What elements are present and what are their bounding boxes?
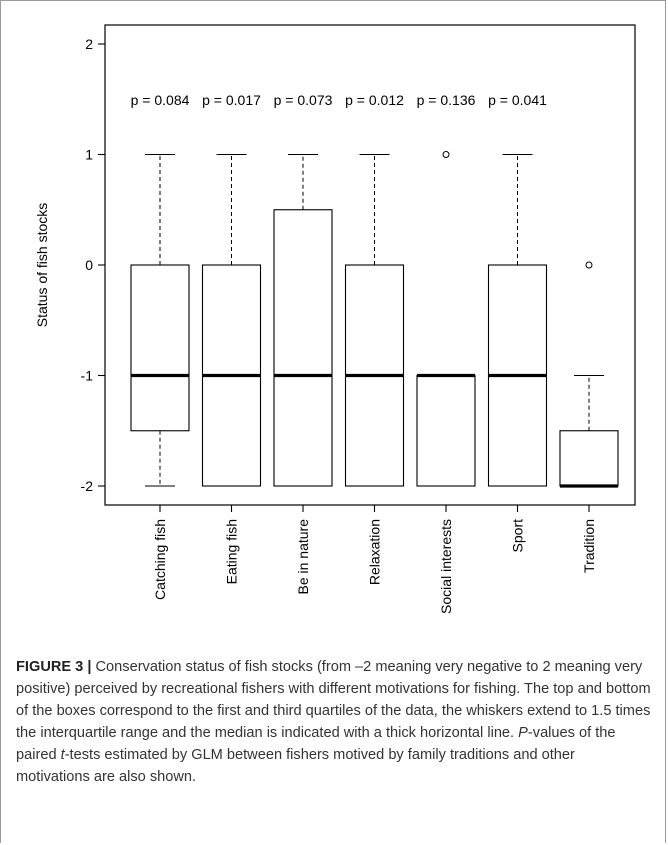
y-axis-label: Status of fish stocks [34, 203, 50, 328]
caption-p-italic: P [518, 725, 528, 741]
x-tick-label: Relaxation [367, 519, 383, 585]
outlier-point [585, 261, 593, 269]
y-tick-label: -2 [81, 478, 94, 494]
box-body [559, 430, 619, 487]
box-body [416, 374, 476, 487]
box-be-in-nature [273, 153, 333, 487]
p-value-annotation: p = 0.041 [488, 92, 547, 108]
box-sport [487, 153, 548, 487]
p-value-annotation: p = 0.073 [274, 92, 333, 108]
figure-caption: FIGURE 3 | Conservation status of fish s… [16, 656, 652, 788]
caption-text-2: -values of the paired [16, 725, 616, 763]
box-relaxation [344, 153, 405, 487]
box-tradition [559, 261, 619, 488]
y-tick-label: 2 [85, 36, 93, 52]
box-eating-fish [201, 153, 262, 487]
caption-label: FIGURE 3 | [16, 659, 92, 675]
caption-t-italic: t [60, 747, 65, 763]
x-tick-label: Sport [510, 519, 526, 553]
box-plot-chart: -2 -1 0 1 2 Status of fish stocks Catching fis… [34, 24, 636, 614]
y-tick-label: 1 [85, 147, 93, 163]
x-tick-label: Eating fish [224, 519, 240, 584]
box-catching-fish [130, 153, 190, 487]
x-tick-label: Catching fish [152, 519, 168, 600]
caption-text-1: Conservation status of fish stocks (from… [16, 659, 651, 741]
x-tick-label: Be in nature [295, 519, 311, 595]
outlier-point [442, 151, 450, 158]
y-tick-label: -1 [81, 368, 94, 384]
box-social-interests [416, 151, 476, 487]
x-tick-label: Social interests [438, 519, 454, 614]
caption-text-3: -tests estimated by GLM between fishers … [16, 747, 575, 785]
x-tick-label: Tradition [581, 519, 597, 573]
p-value-annotation: p = 0.012 [345, 92, 404, 108]
p-value-annotation: p = 0.017 [202, 92, 261, 108]
box-body [130, 264, 190, 432]
box-body [273, 209, 333, 487]
p-value-annotation: p = 0.136 [417, 92, 476, 108]
p-value-annotation: p = 0.084 [131, 92, 190, 108]
y-tick-label: 0 [85, 257, 93, 273]
